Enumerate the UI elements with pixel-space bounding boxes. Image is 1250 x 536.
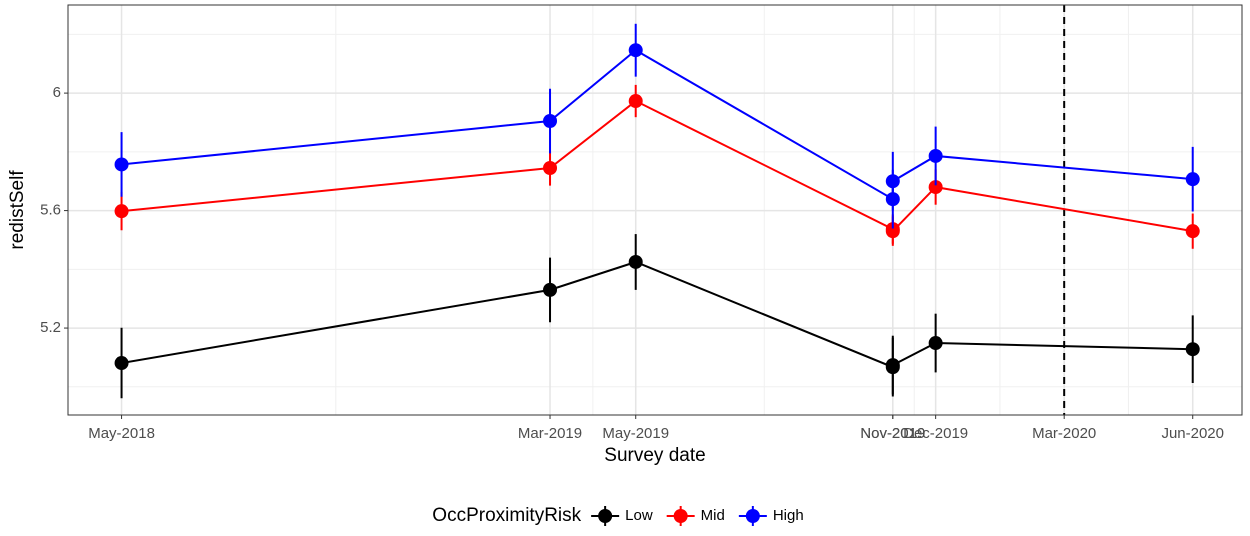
data-point [1185, 224, 1200, 239]
series-line [121, 99, 1193, 234]
data-point [885, 224, 900, 239]
legend-key-point [673, 509, 688, 523]
series-line [121, 260, 1193, 369]
data-point [928, 336, 943, 351]
legend-title: OccProximityRisk [432, 505, 581, 526]
data-point [543, 161, 558, 176]
x-tick-label: Mar-2019 [518, 425, 582, 442]
data-point [1185, 172, 1200, 187]
data-point [628, 254, 643, 269]
legend-key-point [745, 509, 760, 523]
data-point [885, 358, 900, 373]
y-tick-label: 6 [53, 84, 61, 101]
legend-key-point [598, 509, 613, 523]
data-point [543, 282, 558, 297]
data-point [1185, 342, 1200, 357]
data-point [928, 148, 943, 163]
data-point [928, 180, 943, 195]
x-tick-label: Mar-2020 [1032, 425, 1096, 442]
data-point [628, 43, 643, 58]
legend-label: Low [625, 507, 653, 524]
x-tick-label: May-2018 [88, 425, 155, 442]
data-point [114, 157, 129, 172]
legend-label: Mid [701, 507, 725, 524]
data-point [114, 204, 129, 219]
plot-border [67, 4, 1243, 416]
y-tick-label: 5.2 [40, 319, 61, 336]
x-tick-label: May-2019 [602, 425, 669, 442]
series-line [121, 49, 1193, 201]
data-point [885, 174, 900, 189]
x-tick-label: Jun-2020 [1161, 425, 1224, 442]
y-tick-label: 5.6 [40, 202, 61, 219]
data-point [114, 356, 129, 371]
x-axis-label: Survey date [604, 445, 705, 466]
x-tick-label: Nov-2019 [860, 425, 925, 442]
legend-label: High [773, 507, 804, 524]
x-tick-label: Nov-2019 [860, 425, 925, 442]
data-point [543, 114, 558, 129]
y-axis-label: redistSelf [7, 170, 28, 250]
x-tick-label: Dec-2019 [903, 425, 968, 442]
data-point [628, 94, 643, 109]
